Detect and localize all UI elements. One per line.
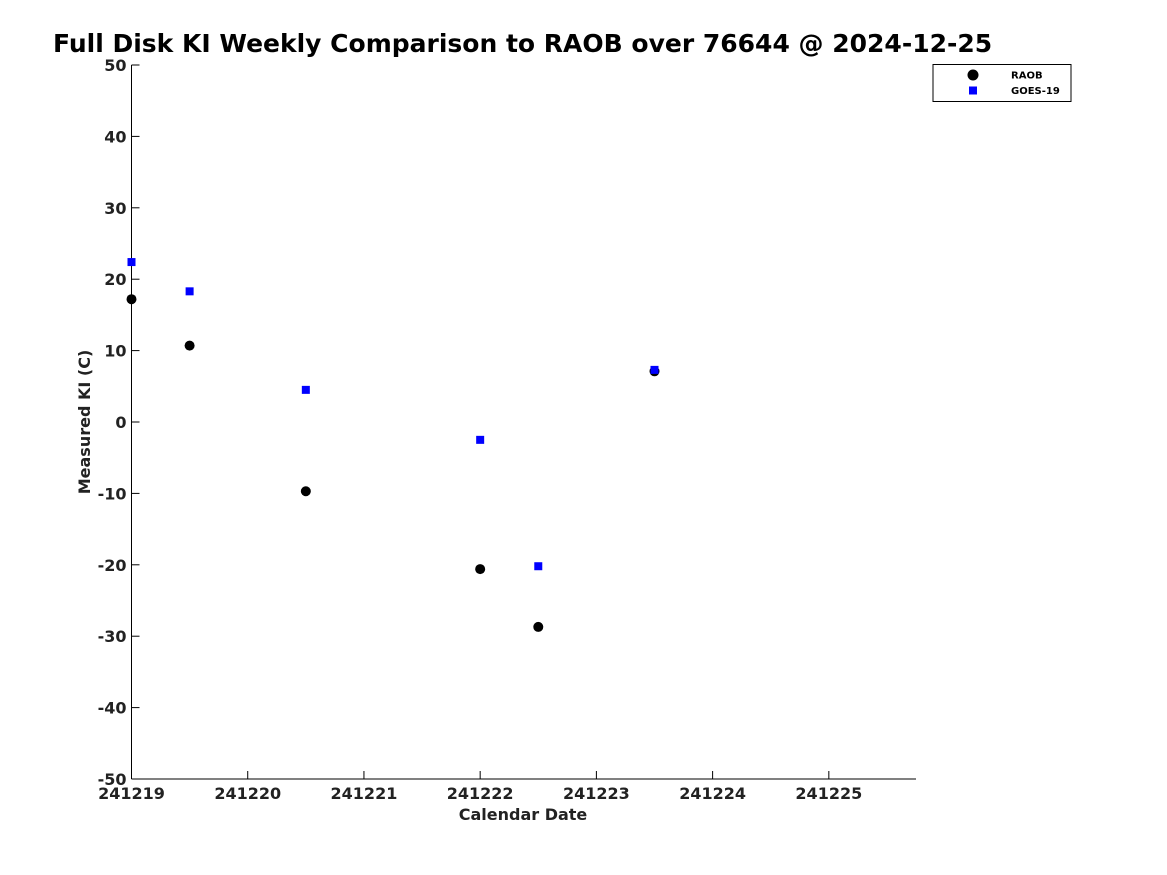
x-tick-label: 241220 [214, 784, 281, 803]
x-tick-label: 241221 [331, 784, 398, 803]
y-axis-label: Measured KI (C) [75, 350, 94, 495]
y-tick-label: -40 [98, 699, 127, 718]
goes-19-point [476, 435, 485, 444]
y-axis-ticks: 50 40 30 20 10 0 -10 -20 -30 -40 -50 [98, 56, 140, 789]
legend-raob-marker [967, 69, 979, 81]
y-tick-label: -30 [98, 627, 127, 646]
raob-point [126, 294, 137, 305]
y-tick-label: 20 [104, 270, 126, 289]
x-axis-ticks: 241219 241220 241221 241222 241223 241224 2412… [98, 771, 862, 803]
y-tick-label: -50 [98, 770, 127, 789]
legend-box [932, 64, 1072, 102]
x-axis-label: Calendar Date [459, 805, 588, 824]
goes-19-point [185, 287, 194, 296]
x-tick-label: 241222 [447, 784, 514, 803]
x-tick-label: 241225 [795, 784, 862, 803]
data-points [126, 258, 660, 632]
x-tick-label: 241224 [679, 784, 746, 803]
x-tick-label: 241219 [98, 784, 165, 803]
y-tick-label: 30 [104, 199, 126, 218]
goes-19-point [650, 365, 659, 374]
legend-goes-marker [969, 86, 977, 95]
raob-point [184, 340, 195, 351]
y-tick-label: 50 [104, 56, 126, 75]
legend-raob-label: RAOB [1011, 71, 1043, 82]
chart-title: Full Disk KI Weekly Comparison to RAOB o… [53, 29, 992, 58]
goes-19-point [127, 258, 136, 267]
raob-point [533, 621, 544, 632]
y-tick-label: -10 [98, 484, 127, 503]
goes-19-point [534, 562, 543, 571]
x-tick-label: 241223 [563, 784, 630, 803]
y-tick-label: 40 [104, 127, 126, 146]
raob-point [475, 564, 486, 575]
legend: RAOB GOES-19 [932, 64, 1072, 102]
legend-goes-label: GOES-19 [1011, 86, 1060, 97]
y-tick-label: 10 [104, 342, 126, 361]
y-tick-label: 0 [115, 413, 126, 432]
plot-axes [131, 65, 916, 780]
raob-point [300, 486, 311, 497]
goes-19-point [301, 385, 310, 394]
y-tick-label: -20 [98, 556, 127, 575]
